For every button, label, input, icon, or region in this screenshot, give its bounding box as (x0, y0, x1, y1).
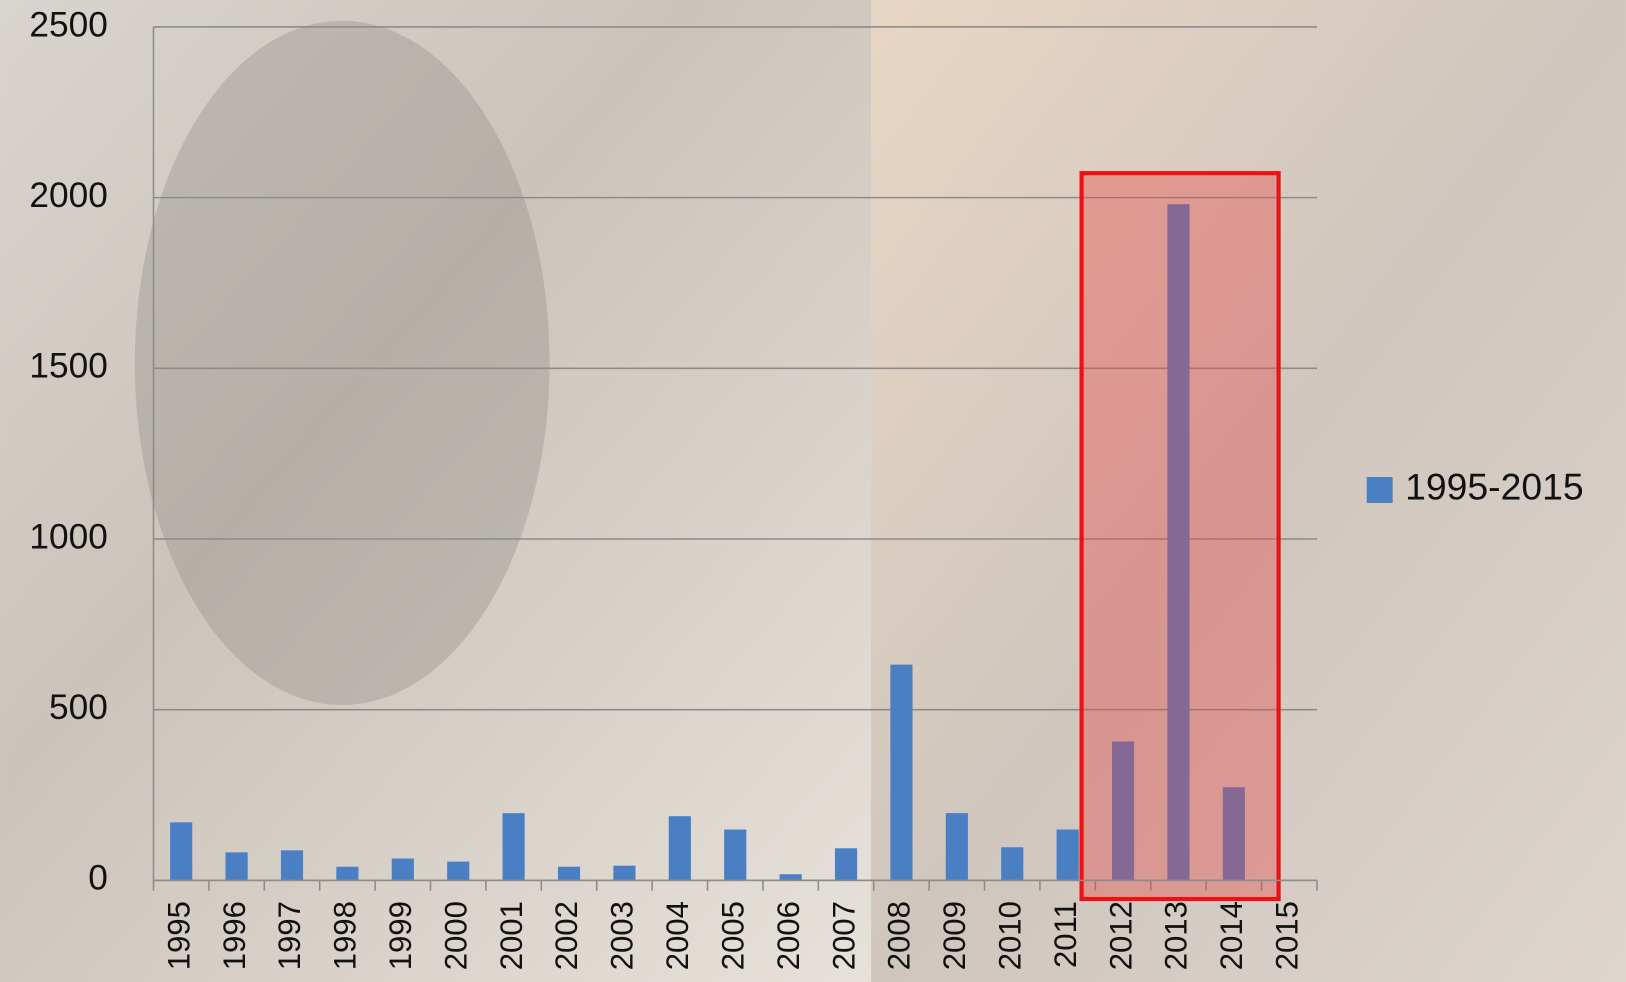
x-tick-label: 2012 (1103, 901, 1138, 970)
x-tick-label: 2011 (1048, 901, 1083, 968)
bar (613, 865, 636, 881)
bar (668, 816, 691, 881)
x-tick-label: 2010 (992, 901, 1027, 970)
y-tick-label: 2500 (29, 5, 107, 44)
x-tick-label: 1996 (217, 901, 252, 970)
bar (225, 852, 248, 881)
x-tick-label: 1995 (161, 901, 196, 970)
bar (1001, 847, 1024, 881)
bar (834, 848, 858, 881)
bar (1167, 204, 1190, 881)
bar (557, 866, 581, 881)
x-tick-label: 1998 (328, 901, 363, 970)
bar (779, 874, 802, 881)
x-tick-label: 1997 (272, 901, 307, 970)
highlight-box (1079, 171, 1281, 902)
x-tick-label: 2015 (1269, 901, 1304, 970)
y-tick-label: 1500 (29, 347, 107, 386)
x-tick-label: 2006 (771, 901, 806, 970)
x-tick-label: 2007 (826, 901, 861, 970)
x-tick-label: 2003 (605, 901, 640, 970)
x-tick-label: 2001 (494, 901, 529, 970)
bar (170, 822, 193, 881)
y-tick-label: 1000 (29, 517, 107, 556)
x-tick-label: 2014 (1214, 901, 1249, 970)
bar (280, 850, 304, 881)
y-tick-label: 0 (88, 859, 108, 898)
bar (391, 858, 414, 881)
x-tick-label: 2009 (937, 901, 972, 970)
bar (724, 829, 747, 881)
x-tick-label: 2013 (1159, 901, 1194, 970)
y-tick-label: 2000 (29, 176, 107, 215)
background-photo (0, 0, 872, 982)
background-photo (134, 20, 550, 706)
background-photo (871, 0, 1626, 982)
x-tick-label: 2000 (438, 901, 473, 970)
x-tick-label: 2004 (660, 901, 695, 970)
bar (1111, 741, 1135, 881)
bar (945, 813, 968, 881)
legend-swatch (1366, 477, 1393, 503)
x-tick-label: 2005 (715, 901, 750, 970)
y-tick-label: 500 (49, 688, 108, 727)
bar (890, 664, 913, 881)
bar (336, 866, 359, 881)
legend-label: 1995-2015 (1405, 465, 1584, 507)
bar (1222, 787, 1245, 881)
bar (1056, 829, 1079, 881)
x-tick-label: 2008 (882, 901, 917, 970)
x-tick-label: 1999 (383, 901, 418, 970)
bar (502, 813, 525, 881)
bar (447, 861, 470, 881)
x-tick-label: 2002 (549, 901, 584, 970)
